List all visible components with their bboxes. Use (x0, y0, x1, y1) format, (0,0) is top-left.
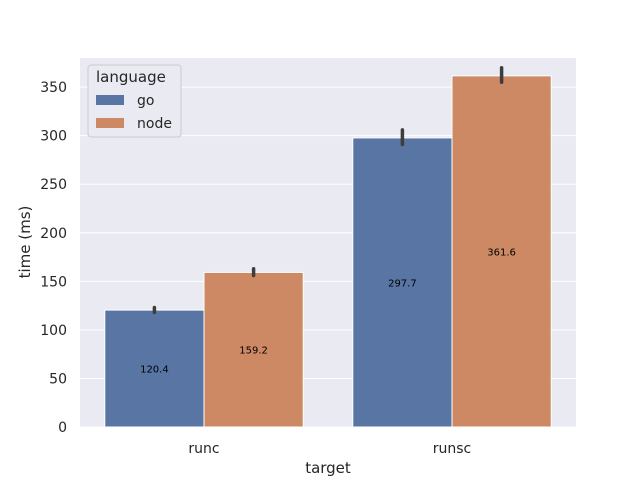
bar-label-node-runc: 159.2 (239, 346, 268, 357)
y-axis-label: time (ms) (16, 206, 34, 279)
bar-label-node-runsc: 361.6 (487, 247, 516, 258)
legend-label-go: go (137, 93, 154, 109)
x-tick-runsc: runsc (433, 441, 472, 457)
y-tick-250: 250 (40, 177, 67, 193)
y-tick-300: 300 (40, 129, 67, 145)
x-tick-labels: runc runsc (188, 441, 471, 457)
y-tick-350: 350 (40, 80, 67, 96)
y-tick-0: 0 (58, 420, 67, 436)
bar-value-labels: 120.4 159.2 297.7 361.6 (140, 247, 516, 375)
legend-label-node: node (137, 116, 172, 132)
legend: language go node (87, 64, 182, 138)
bar-node-runc (203, 271, 304, 428)
legend-swatch-go (96, 95, 124, 105)
y-tick-50: 50 (49, 371, 67, 387)
y-tick-200: 200 (40, 226, 67, 242)
bar-go-runsc (352, 137, 453, 428)
legend-title: language (96, 68, 166, 86)
y-tick-100: 100 (40, 323, 67, 339)
y-tick-labels: 0 50 100 150 200 250 300 350 (40, 80, 67, 436)
bar-label-go-runc: 120.4 (140, 365, 169, 376)
x-tick-runc: runc (188, 441, 219, 457)
bars (104, 75, 552, 428)
bar-go-runc (104, 309, 205, 428)
error-bars (152, 65, 504, 315)
x-axis-label: target (305, 459, 351, 477)
legend-swatch-node (96, 118, 124, 128)
y-tick-150: 150 (40, 274, 67, 290)
bar-label-go-runsc: 297.7 (388, 278, 417, 289)
bar-node-runsc (451, 75, 552, 428)
